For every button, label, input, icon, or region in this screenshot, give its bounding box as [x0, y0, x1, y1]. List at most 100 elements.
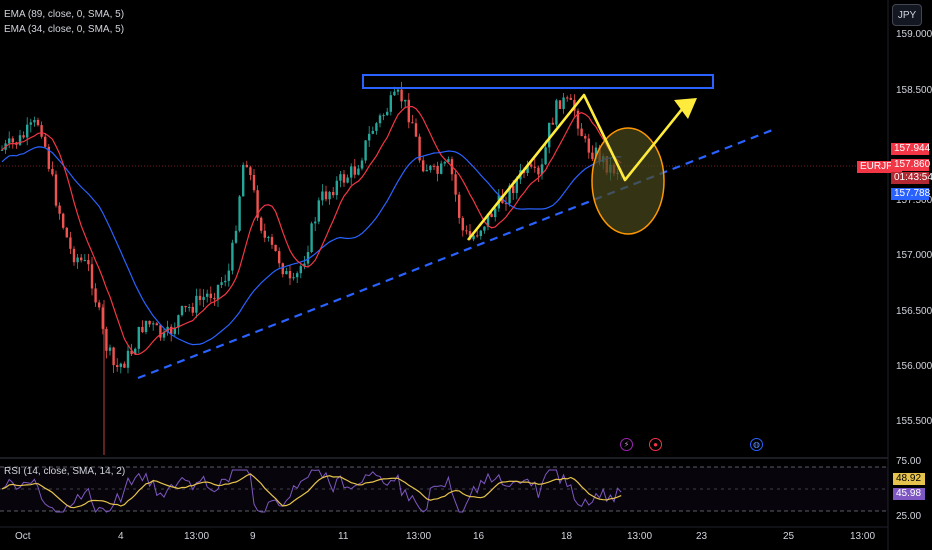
candle-body: [393, 91, 396, 96]
rsi-label[interactable]: RSI (14, close, SMA, 14, 2): [4, 466, 126, 477]
candle-body: [494, 208, 497, 218]
candle-body: [80, 257, 83, 261]
support-trendline[interactable]: [137, 127, 776, 380]
candle-body: [504, 203, 508, 205]
lightning-icon[interactable]: ⚡: [620, 438, 633, 451]
candle-body: [389, 95, 392, 112]
candle-body: [537, 167, 540, 175]
rsi-axis-lower: 25.00: [896, 511, 922, 522]
candle-body: [54, 174, 58, 206]
candle-body: [33, 120, 36, 123]
candle-body: [353, 166, 356, 175]
candle-body: [551, 122, 554, 125]
candle-body: [152, 323, 155, 325]
candle-body: [26, 124, 29, 138]
candle-body: [468, 231, 472, 240]
currency-button[interactable]: JPY: [892, 4, 922, 26]
candle-body: [123, 363, 126, 368]
candle-body: [584, 136, 587, 139]
candle-body: [116, 365, 119, 368]
candle-body: [47, 146, 50, 169]
candle-body: [285, 271, 288, 275]
candle-body: [148, 320, 151, 325]
candle-body: [587, 138, 590, 153]
candle-body: [0, 149, 4, 151]
candle-body: [177, 315, 180, 328]
candle-body: [76, 257, 79, 263]
candle-body: [180, 305, 184, 316]
candle-body: [267, 237, 270, 239]
price-axis-label: 158.500: [896, 85, 932, 96]
candle-body: [36, 120, 40, 126]
candle-body: [112, 347, 115, 366]
candle-body: [216, 284, 220, 300]
candle-body: [108, 347, 112, 351]
time-axis-label: 13:00: [184, 531, 210, 542]
candle-body: [202, 296, 205, 300]
candle-body: [270, 237, 274, 245]
candle-body: [332, 191, 335, 196]
candle-body: [137, 326, 140, 349]
candle-body: [321, 191, 324, 201]
candle-body: [87, 260, 90, 265]
time-axis-label: 23: [696, 531, 708, 542]
candle-body: [173, 327, 176, 334]
time-axis-label: Oct: [15, 531, 31, 542]
candle-body: [126, 350, 130, 368]
candle-body: [234, 230, 238, 243]
candle-body: [454, 174, 457, 195]
candle-body: [422, 160, 425, 172]
current-price-tag: 157.860: [891, 159, 930, 171]
candle-body: [105, 328, 108, 351]
ema-89-line: [1, 146, 622, 346]
candle-body: [224, 280, 227, 283]
target-icon[interactable]: ●: [649, 438, 662, 451]
resistance-box[interactable]: [362, 74, 714, 89]
rsi-value-tag: 48.92: [893, 473, 925, 485]
candle-body: [18, 135, 22, 145]
candle-body: [418, 136, 421, 161]
candle-body: [440, 163, 443, 174]
candle-body: [252, 175, 256, 191]
candle-body: [562, 97, 565, 109]
candle-body: [101, 307, 104, 329]
time-axis-label: 11: [338, 531, 349, 542]
candle-body: [159, 325, 162, 338]
candle-body: [206, 293, 209, 297]
globe-icon[interactable]: ◍: [750, 438, 763, 451]
candle-body: [155, 323, 158, 326]
candle-body: [360, 160, 364, 169]
projection-path[interactable]: [466, 93, 689, 241]
candle-body: [11, 138, 14, 143]
price-axis-label: 155.500: [896, 416, 932, 427]
candle-body: [378, 115, 382, 124]
candle-body: [350, 166, 353, 178]
candle-body: [555, 100, 558, 125]
candle-body: [533, 166, 536, 168]
candle-body: [119, 363, 122, 368]
candle-body: [83, 260, 86, 262]
candle-body: [245, 164, 248, 168]
candle-body: [342, 174, 346, 183]
time-axis-label: 4: [118, 531, 124, 542]
candle-body: [540, 164, 544, 175]
candle-body: [195, 295, 198, 313]
candle-body: [508, 185, 511, 204]
candle-body: [432, 165, 436, 167]
candle-body: [335, 180, 338, 196]
candle-body: [558, 100, 562, 109]
candle-body: [134, 348, 137, 355]
candle-body: [324, 191, 328, 200]
candle-body: [51, 168, 54, 175]
candle-body: [368, 133, 371, 141]
candle-body: [40, 125, 43, 137]
candle-body: [591, 152, 594, 160]
ema-89-label[interactable]: EMA (89, close, 0, SMA, 5): [4, 9, 125, 20]
time-axis-label: 9: [250, 531, 256, 542]
candle-body: [404, 99, 407, 102]
candle-body: [90, 264, 94, 289]
time-axis-label: 25: [783, 531, 795, 542]
ema-34-label[interactable]: EMA (34, close, 0, SMA, 5): [4, 24, 125, 35]
candle-body: [296, 273, 299, 278]
